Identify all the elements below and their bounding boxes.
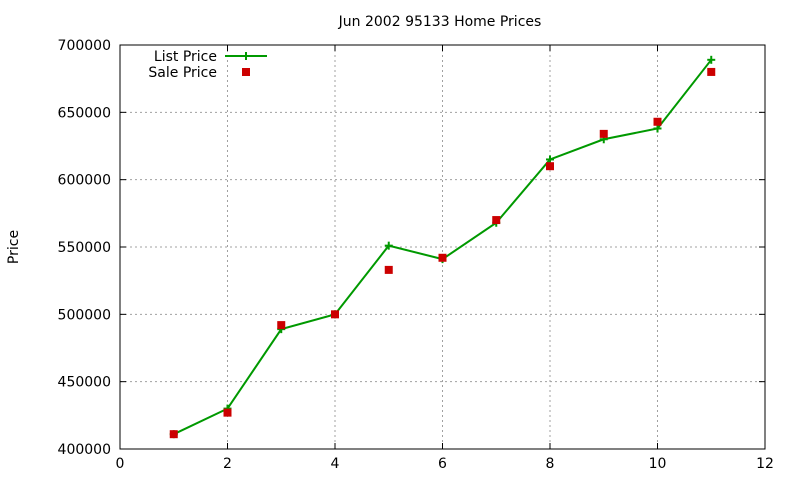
x-tick-label: 2 [223,456,232,472]
plot-frame [119,44,766,450]
sale-price-point [223,408,232,417]
sale-price-point [438,253,447,262]
sale-price-point [599,129,608,138]
series-layer [169,55,716,439]
chart-title: Jun 2002 95133 Home Prices [338,14,542,30]
sale-price-point [707,67,716,76]
series-sale-price [169,67,716,439]
list-price-point [384,241,393,250]
y-tick-label: 450000 [58,375,111,391]
sale-price-point [169,430,178,439]
list-price-point [707,55,716,64]
legend-label-list-price: List Price [154,49,217,65]
legend-swatch-square [242,68,250,76]
sale-price-point [546,162,554,171]
y-tick-label: 550000 [58,240,111,256]
x-tick-label: 10 [649,456,667,472]
legend-swatch-plus [242,52,250,60]
grid-layer [120,45,765,449]
y-tick-label: 650000 [58,105,111,121]
tick-layer: 0 2 4 6 8 10 12 400000 450000 500000 550000 600000 6… [58,38,774,472]
sale-price-point [331,310,339,319]
sale-price-point [492,216,501,225]
list-price-point [653,124,662,133]
y-tick-label: 700000 [58,38,111,54]
y-tick-label: 600000 [58,173,111,189]
sale-price-point [384,265,393,274]
y-axis-label: Price [6,230,22,264]
x-tick-label: 6 [438,456,447,472]
x-tick-label: 4 [331,456,340,472]
x-tick-label: 8 [546,456,555,472]
x-tick-label: 0 [116,456,125,472]
legend-label-sale-price: Sale Price [148,65,217,81]
list-price-point [546,155,554,164]
sale-price-point [653,117,662,126]
y-tick-label: 500000 [58,307,111,323]
x-tick-label: 12 [756,456,774,472]
y-tick-label: 400000 [58,442,111,458]
sale-price-point [277,321,286,330]
